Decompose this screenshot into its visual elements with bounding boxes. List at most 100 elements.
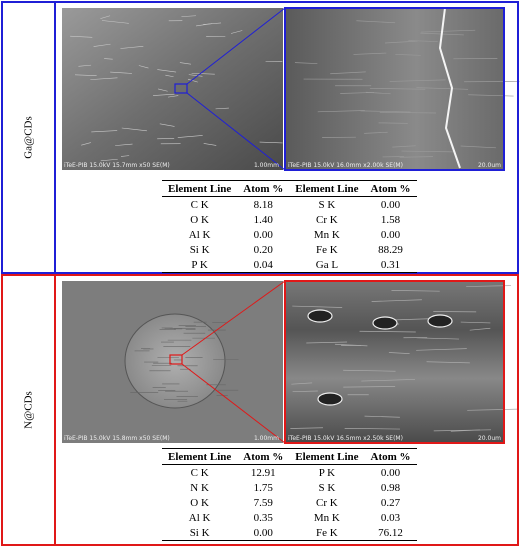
texture	[259, 141, 283, 144]
zoom-line	[181, 280, 286, 356]
table-row: P K 0.04 Ga L 0.31	[162, 257, 417, 273]
texture	[215, 107, 229, 110]
table-row: C K 8.18 S K 0.00	[162, 197, 417, 213]
table-cell: S K	[318, 198, 336, 211]
texture	[460, 321, 491, 324]
texture	[317, 110, 365, 113]
header-row: Element Line Atom % Element Line Atom %	[162, 448, 417, 465]
table-cell: 0.31	[364, 257, 417, 273]
image-caption: iTeE-PIB 15.0kV 15.7mm x50 SE(M)	[64, 162, 170, 169]
pit	[427, 314, 453, 328]
table-cell: 0.35	[253, 511, 273, 524]
table-cell: 0.98	[380, 481, 401, 494]
table-cell: 0.00	[380, 198, 401, 211]
table-cell: 76.12	[364, 525, 417, 541]
texture	[181, 15, 196, 17]
zoom-frame	[284, 7, 505, 171]
texture	[90, 77, 118, 80]
texture	[388, 352, 410, 354]
table-cell: 7.59	[253, 496, 273, 509]
table-row: Al K 0.35 Mn K 0.03	[162, 510, 417, 525]
pit	[307, 309, 333, 323]
texture	[167, 95, 179, 98]
table-cell: 1.40	[253, 213, 273, 226]
texture	[191, 72, 215, 75]
texture	[469, 327, 491, 331]
texture	[399, 156, 434, 158]
texture	[344, 428, 400, 430]
texture	[294, 62, 318, 64]
texture	[306, 341, 348, 344]
panel-frame	[1, 1, 519, 274]
texture	[334, 343, 368, 347]
table-row: N K 1.75 S K 0.98	[162, 480, 417, 495]
table-cell: Mn K	[313, 511, 340, 524]
zoom-line	[181, 363, 286, 444]
table-cell: 1.75	[253, 481, 273, 494]
texture	[421, 29, 476, 33]
texture	[70, 35, 93, 38]
table-cell: 0.20	[253, 243, 273, 256]
sample-disc	[124, 313, 226, 409]
texture	[364, 415, 400, 418]
table-row: Si K 0.20 Fe K 88.29	[162, 242, 417, 257]
panel-frame	[1, 274, 519, 546]
texture	[179, 62, 191, 65]
table-row: C K 12.91 P K 0.00	[162, 465, 417, 481]
texture	[416, 337, 460, 340]
texture	[460, 145, 496, 149]
texture	[364, 131, 388, 134]
table-cell: Al K	[188, 511, 211, 524]
table-cell: S K	[318, 481, 336, 494]
texture	[389, 79, 446, 82]
texture	[120, 155, 130, 157]
table-cell: Cr K	[316, 213, 338, 226]
texture	[188, 74, 203, 77]
sem-image	[62, 8, 283, 170]
column-header: Element Line	[289, 180, 365, 197]
texture	[343, 386, 396, 388]
texture	[379, 111, 437, 114]
column-header: Atom %	[237, 448, 290, 465]
table-cell: P K	[318, 466, 336, 479]
pit	[372, 316, 398, 330]
texture	[195, 23, 213, 27]
pit	[317, 392, 343, 406]
scale-label: 1.00mm	[254, 435, 279, 442]
texture	[177, 135, 203, 138]
texture	[416, 348, 467, 351]
texture	[187, 78, 198, 83]
texture	[416, 87, 469, 90]
texture	[384, 40, 418, 44]
table-cell: N K	[190, 481, 209, 494]
texture	[120, 45, 144, 49]
table-cell: Al K	[188, 228, 211, 241]
table-cell: Si K	[162, 525, 238, 541]
texture	[359, 330, 416, 333]
texture	[356, 20, 396, 24]
table-cell: 0.00	[237, 525, 290, 541]
texture	[395, 54, 421, 56]
column-header: Atom %	[237, 180, 290, 197]
table-cell: 88.29	[378, 243, 403, 256]
table-cell: O K	[190, 213, 209, 226]
column-header: Element Line	[289, 448, 365, 465]
table-cell: 0.03	[380, 511, 401, 524]
texture	[433, 429, 491, 432]
texture	[91, 130, 118, 133]
panel-label: Ga@CDs	[23, 116, 35, 159]
panel-label: N@CDs	[23, 391, 35, 429]
texture	[343, 369, 396, 372]
zoom-box	[169, 354, 183, 365]
table-cell: 12.91	[250, 466, 276, 479]
texture	[467, 408, 518, 411]
table-cell: Fe K	[316, 243, 338, 256]
texture	[340, 92, 375, 94]
texture	[291, 382, 313, 385]
texture	[361, 379, 415, 382]
zoom-line	[186, 7, 286, 85]
table-cell: C K	[190, 466, 209, 479]
texture	[230, 30, 243, 34]
